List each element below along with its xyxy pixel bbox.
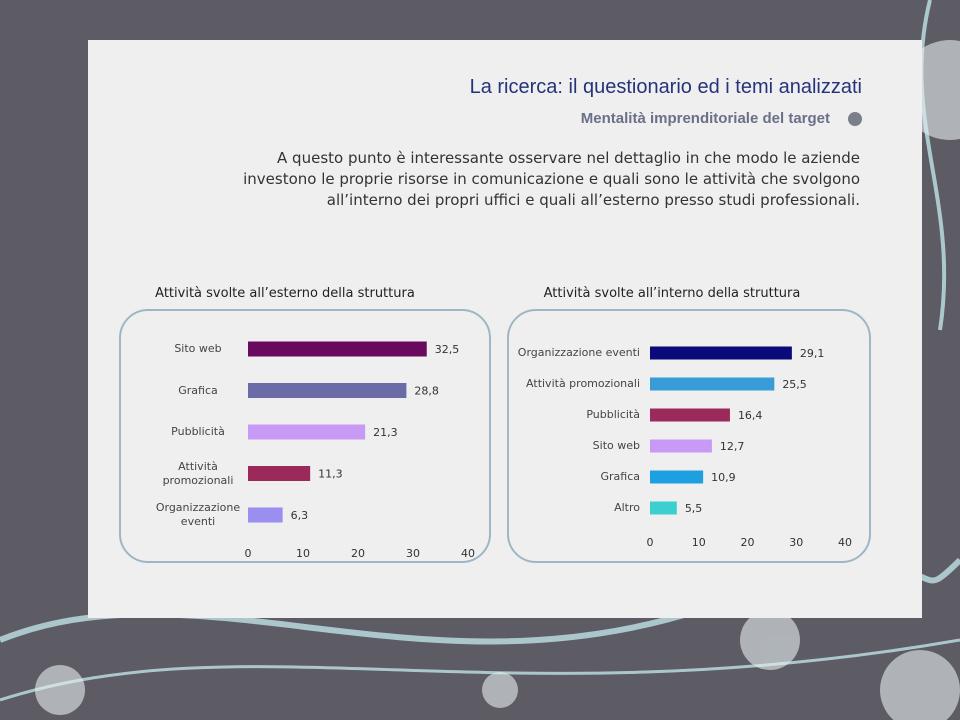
x-tick-label: 40 — [838, 536, 852, 549]
bar — [248, 341, 427, 357]
value-label: 25,5 — [782, 378, 807, 391]
category-label: Grafica — [178, 383, 218, 397]
value-label: 16,4 — [738, 409, 763, 422]
bar — [650, 408, 730, 422]
slide-title: La ricerca: il questionario ed i temi an… — [469, 76, 862, 98]
value-label: 6,3 — [291, 509, 309, 522]
bar — [248, 424, 366, 440]
category-label: Attività promozionali — [162, 459, 234, 487]
category-label: Grafica — [600, 470, 640, 483]
bar — [650, 439, 712, 453]
category-label: Attività promozionali — [526, 377, 640, 390]
category-label: Sito web — [174, 342, 222, 355]
chart-frame — [119, 309, 491, 563]
bar — [248, 507, 283, 523]
value-label: 28,8 — [414, 385, 439, 398]
x-tick-label: 30 — [406, 547, 420, 560]
category-label: Altro — [614, 501, 640, 514]
value-label: 32,5 — [435, 343, 460, 356]
bar — [650, 377, 775, 391]
chart-frame — [507, 309, 871, 563]
x-tick-label: 20 — [741, 536, 755, 549]
category-label: Organizzazione eventi — [155, 501, 241, 528]
bar — [650, 346, 792, 360]
x-tick-label: 10 — [296, 547, 310, 560]
value-label: 12,7 — [720, 440, 745, 453]
category-label: Sito web — [592, 439, 640, 452]
category-label: Pubblicità — [586, 408, 640, 421]
bullet-dot — [848, 112, 862, 126]
bar — [248, 466, 311, 481]
paragraph: A questo punto è interessante osservare … — [243, 149, 860, 209]
x-tick-label: 40 — [461, 547, 475, 560]
category-label: Organizzazione eventi — [517, 346, 640, 359]
value-label: 21,3 — [373, 426, 398, 439]
x-tick-label: 30 — [789, 536, 803, 549]
content-panel — [88, 40, 922, 618]
slide-subtitle: Mentalità imprenditoriale del target — [580, 110, 830, 127]
value-label: 29,1 — [800, 347, 825, 360]
chart-title: Attività svolte all’interno della strutt… — [544, 286, 801, 301]
x-tick-label: 0 — [245, 547, 252, 560]
value-label: 10,9 — [711, 471, 736, 484]
value-label: 5,5 — [685, 502, 703, 515]
value-label: 11,3 — [318, 468, 343, 481]
x-tick-label: 20 — [351, 547, 365, 560]
bar — [650, 470, 704, 484]
x-tick-label: 10 — [692, 536, 706, 549]
chart-title: Attività svolte all’esterno della strutt… — [155, 286, 415, 301]
bar — [248, 383, 407, 398]
bar — [650, 501, 677, 515]
category-label: Pubblicità — [171, 425, 225, 438]
x-tick-label: 0 — [647, 536, 654, 549]
